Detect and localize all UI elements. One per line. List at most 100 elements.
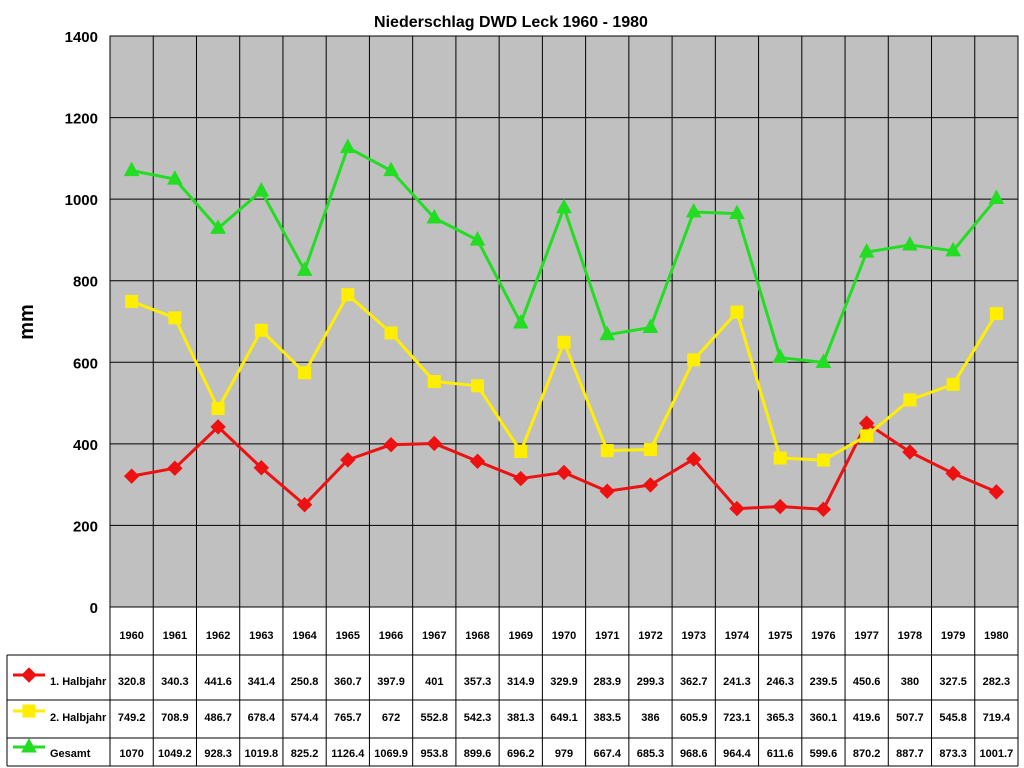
data-point [469, 453, 486, 469]
table-value: 672 [382, 712, 400, 724]
table-value: 360.1 [810, 712, 838, 724]
data-point [945, 465, 961, 482]
table-value: 765.7 [334, 712, 362, 724]
legend-label: 2. Halbjahr [50, 712, 107, 724]
data-point [296, 497, 313, 513]
data-point [557, 335, 571, 349]
x-tick-label: 1971 [595, 630, 619, 642]
data-point [772, 498, 788, 515]
y-tick-label: 800 [73, 274, 98, 291]
data-point [167, 460, 183, 476]
table-value: 282.3 [983, 676, 1011, 688]
plot-border [109, 35, 1019, 608]
data-point [427, 375, 441, 389]
table-value: 979 [555, 748, 573, 760]
data-point [729, 204, 745, 220]
data-point [469, 231, 486, 246]
x-tick-label: 1979 [941, 630, 965, 642]
data-point [168, 311, 182, 325]
data-point [772, 348, 789, 364]
data-point [902, 444, 918, 460]
plot-background [110, 36, 1018, 607]
table-value: 1069.9 [374, 748, 408, 760]
data-point [167, 170, 183, 185]
table-value: 953.8 [421, 748, 449, 760]
data-point [642, 318, 659, 333]
table-value: 1126.4 [331, 748, 365, 760]
y-tick-label: 1000 [65, 192, 98, 209]
table-value: 381.3 [507, 712, 535, 724]
data-point [123, 468, 140, 484]
table-value: 386 [641, 712, 659, 724]
data-table: 1960 1961 1962 1963 1964 1965 1966 1967 1968 1969… [6, 607, 1019, 767]
table-value: 246.3 [766, 676, 794, 688]
x-tick-label: 1969 [509, 630, 533, 642]
y-tick-label: 400 [73, 437, 98, 454]
table-value: 486.7 [204, 712, 232, 724]
table-value: 450.6 [853, 676, 881, 688]
data-point [773, 451, 787, 465]
table-value: 397.9 [377, 676, 405, 688]
chart-title: Niederschlag DWD Leck 1960 - 1980 [374, 14, 648, 31]
x-tick-label: 1975 [768, 630, 792, 642]
data-point [253, 460, 270, 476]
data-point [642, 477, 659, 493]
legend-marker [21, 667, 37, 683]
table-value: 401 [425, 676, 443, 688]
data-point [556, 198, 572, 214]
table-value: 964.4 [723, 748, 751, 760]
x-tick-label: 1977 [854, 630, 878, 642]
plot-area [109, 35, 1019, 608]
x-tick-label: 1978 [898, 630, 922, 642]
data-point [341, 288, 355, 302]
data-point [685, 202, 702, 218]
data-point [556, 464, 572, 481]
table-value: 1019.8 [245, 748, 279, 760]
x-tick-label: 1964 [292, 630, 317, 642]
data-point [298, 366, 312, 380]
data-point [815, 353, 832, 368]
x-tick-label: 1963 [249, 630, 273, 642]
data-point [729, 500, 745, 517]
legend-marker [21, 737, 37, 753]
table-value: 545.8 [939, 712, 967, 724]
table-value: 507.7 [896, 712, 924, 724]
data-point [253, 182, 270, 197]
data-point [426, 435, 442, 452]
data-point [816, 453, 830, 467]
data-point [512, 313, 529, 329]
table-value: 314.9 [507, 676, 535, 688]
x-tick-label: 1960 [119, 630, 143, 642]
table-value: 542.3 [464, 712, 492, 724]
table-value: 825.2 [291, 748, 319, 760]
data-point [858, 243, 875, 258]
data-point [254, 323, 268, 337]
x-tick-label: 1970 [552, 630, 576, 642]
y-tick-label: 1400 [65, 29, 98, 46]
table-value: 870.2 [853, 748, 881, 760]
data-point [383, 161, 399, 177]
data-point [815, 501, 832, 518]
table-value: 928.3 [204, 748, 232, 760]
data-point [426, 208, 443, 224]
table-value: 605.9 [680, 712, 708, 724]
y-tick-label: 200 [73, 518, 98, 535]
table-value: 320.8 [118, 676, 146, 688]
y-tick-label: 600 [73, 355, 98, 372]
table-value: 419.6 [853, 712, 881, 724]
table-value: 685.3 [637, 748, 665, 760]
table-value: 360.7 [334, 676, 362, 688]
data-point [945, 241, 961, 257]
table-value: 667.4 [593, 748, 621, 760]
y-tick-label: 0 [90, 600, 98, 617]
data-point [730, 305, 744, 319]
y-axis-label: mm [16, 304, 38, 340]
table-value: 341.4 [248, 676, 276, 688]
data-point [600, 444, 614, 458]
x-tick-label: 1967 [422, 630, 446, 642]
data-point [513, 470, 529, 487]
table-value: 723.1 [723, 712, 751, 724]
table-value: 678.4 [248, 712, 276, 724]
data-point [686, 451, 702, 467]
